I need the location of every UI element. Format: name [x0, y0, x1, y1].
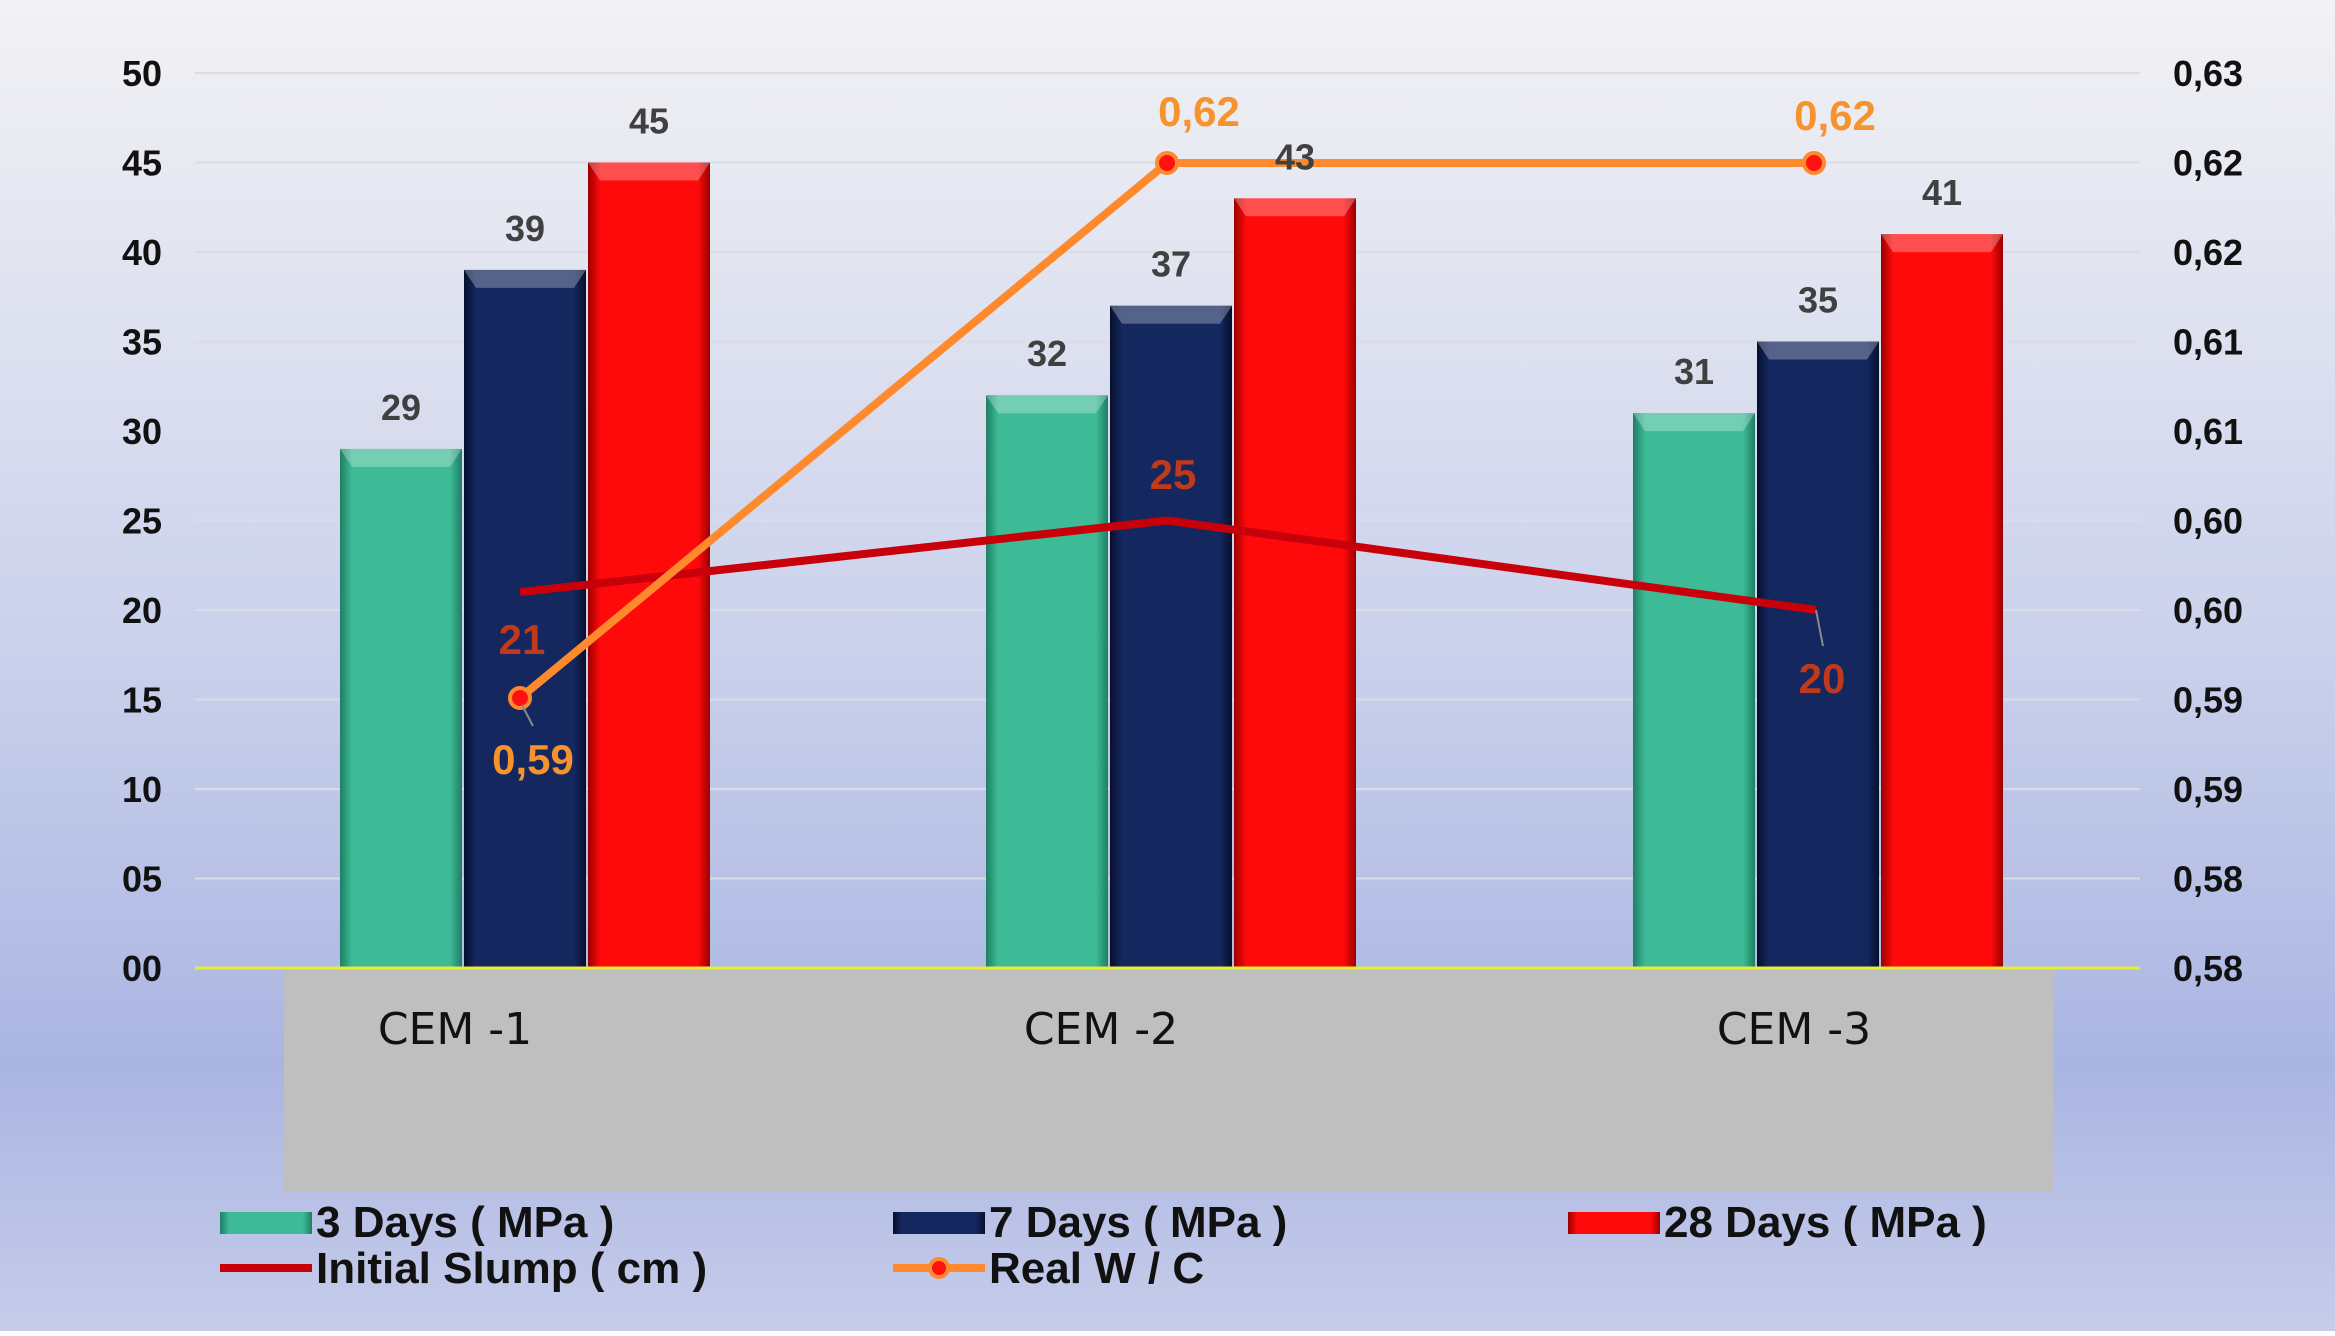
wc-marker	[508, 686, 532, 710]
bar	[1881, 234, 2003, 969]
slump-data-label: 25	[1150, 451, 1197, 498]
category-label: CEM -3	[1717, 1004, 1871, 1055]
legend-swatch	[893, 1212, 985, 1234]
wc-marker	[1802, 151, 1826, 175]
bar	[1633, 413, 1755, 969]
y-left-tick-label: 10	[122, 769, 162, 810]
bar-bevel	[986, 395, 1108, 414]
y-right-tick-label: 0,61	[2173, 411, 2243, 452]
bar-bevel	[1110, 305, 1232, 324]
category-axis-area	[284, 970, 2053, 1192]
bar-data-label: 41	[1922, 172, 1962, 213]
wc-data-label: 0,62	[1158, 88, 1240, 135]
y-right-tick-label: 0,59	[2173, 769, 2243, 810]
legend-swatch	[1568, 1212, 1660, 1234]
y-right-tick-label: 0,63	[2173, 53, 2243, 94]
bar-bevel	[1234, 198, 1356, 217]
wc-data-label: 0,62	[1794, 92, 1876, 139]
y-left-tick-label: 20	[122, 590, 162, 631]
legend-label: 28 Days ( MPa )	[1664, 1198, 1987, 1247]
wc-data-label: 0,59	[492, 736, 574, 783]
bar-data-label: 45	[629, 101, 669, 142]
bar	[986, 395, 1108, 968]
legend-swatch	[220, 1212, 312, 1234]
bar	[1234, 198, 1356, 969]
y-left-tick-label: 15	[122, 680, 162, 721]
bar-data-label: 29	[381, 387, 421, 428]
legend-label: 7 Days ( MPa )	[989, 1198, 1287, 1247]
bar-bevel	[1633, 413, 1755, 432]
slump-data-label: 20	[1799, 655, 1846, 702]
bar-bevel	[588, 162, 710, 181]
legend-label: Real W / C	[989, 1244, 1204, 1293]
y-right-tick-label: 0,58	[2173, 859, 2243, 900]
wc-label-leader	[521, 704, 534, 727]
category-label: CEM -1	[378, 1004, 532, 1055]
bar-data-label: 31	[1674, 351, 1714, 392]
legend-marker	[928, 1257, 950, 1279]
legend-label: 3 Days ( MPa )	[316, 1198, 614, 1247]
bar-data-label: 43	[1275, 136, 1315, 177]
y-right-tick-label: 0,60	[2173, 501, 2243, 542]
y-right-tick-label: 0,62	[2173, 232, 2243, 273]
bar	[1110, 305, 1232, 968]
bar-bevel	[340, 448, 462, 467]
bar-bevel	[464, 269, 586, 288]
wc-marker	[1155, 151, 1179, 175]
y-right-tick-label: 0,62	[2173, 143, 2243, 184]
bar-data-label: 37	[1151, 244, 1191, 285]
y-left-tick-label: 25	[122, 501, 162, 542]
legend-label: Initial Slump ( cm )	[316, 1244, 707, 1293]
y-right-tick-label: 0,60	[2173, 590, 2243, 631]
y-left-tick-label: 00	[122, 948, 162, 989]
bar-data-label: 32	[1027, 333, 1067, 374]
y-left-tick-label: 40	[122, 232, 162, 273]
slump-label-leader	[1815, 609, 1824, 647]
bar	[340, 448, 462, 968]
slump-line	[519, 516, 1817, 614]
bar-data-label: 35	[1798, 280, 1838, 321]
category-label: CEM -2	[1024, 1004, 1178, 1055]
bar-bevel	[1757, 341, 1879, 360]
bar	[464, 269, 586, 968]
slump-data-label: 21	[499, 616, 546, 663]
y-left-tick-label: 05	[122, 859, 162, 900]
bar	[588, 162, 710, 968]
bar-bevel	[1881, 234, 2003, 253]
y-left-tick-label: 50	[122, 53, 162, 94]
y-right-tick-label: 0,58	[2173, 948, 2243, 989]
y-left-tick-label: 30	[122, 411, 162, 452]
y-right-tick-label: 0,59	[2173, 680, 2243, 721]
y-left-tick-label: 45	[122, 143, 162, 184]
y-right-tick-label: 0,61	[2173, 322, 2243, 363]
y-left-tick-label: 35	[122, 322, 162, 363]
bar	[1757, 341, 1879, 968]
bar-data-label: 39	[505, 208, 545, 249]
